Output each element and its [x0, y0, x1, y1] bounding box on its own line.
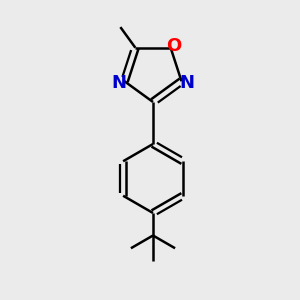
Text: O: O	[166, 37, 181, 55]
Text: N: N	[179, 74, 194, 92]
Text: N: N	[112, 74, 127, 92]
